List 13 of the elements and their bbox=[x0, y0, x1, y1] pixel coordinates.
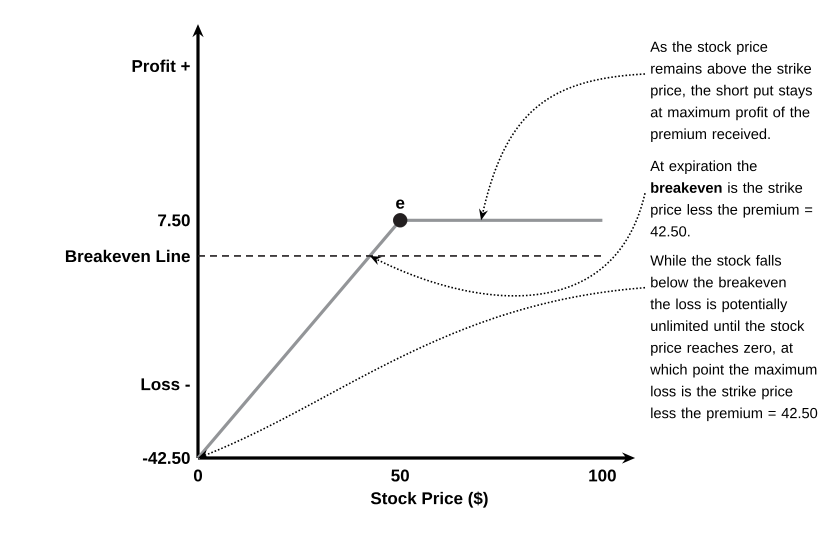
y-tick-label: Breakeven Line bbox=[66, 250, 190, 262]
x-axis-title: Stock Price ($) bbox=[370, 492, 488, 508]
y-tick-label: Loss - bbox=[142, 378, 190, 390]
annotation: While the stock falls below the breakeven the loss is potentially unlimited until the stock price reaches zero, at which point the maximum loss is the strike price less the premium = 42.50 bbox=[650, 254, 818, 422]
y-tick-label: 7.50 bbox=[158, 214, 190, 226]
annotation: e bbox=[396, 199, 404, 209]
x-tick-label: 0 bbox=[194, 470, 202, 482]
x-tick-label: 50 bbox=[391, 470, 409, 482]
x-tick-label: 100 bbox=[589, 470, 616, 482]
y-tick-label: Profit + bbox=[132, 60, 190, 72]
annotation: As the stock price remains above the strike price, the short put stays at maximum profit of the premium received. bbox=[650, 41, 812, 142]
y-tick-label: -42.50 bbox=[142, 452, 190, 464]
annotation: At expiration the breakeven is the strike price less the premium = 42.50. bbox=[650, 160, 812, 237]
